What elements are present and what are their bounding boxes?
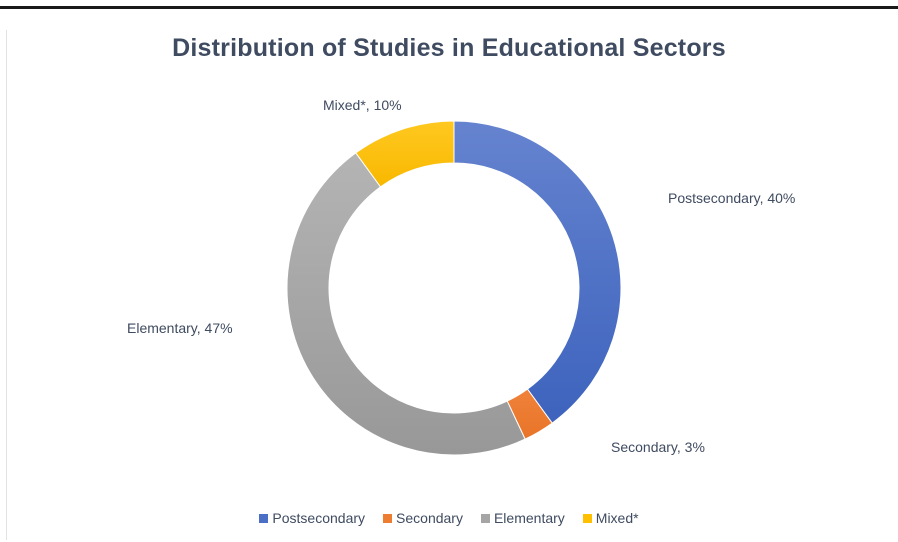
- legend-swatch-elementary: [480, 513, 490, 523]
- legend-swatch-secondary: [383, 513, 393, 523]
- chart-legend: Postsecondary Secondary Elementary Mixed…: [0, 510, 898, 526]
- slice-postsecondary: [453, 120, 622, 424]
- legend-label-mixed: Mixed*: [595, 510, 639, 526]
- legend-item-mixed: Mixed*: [582, 510, 639, 526]
- slice-elementary: [286, 152, 526, 456]
- data-label-postsecondary: Postsecondary, 40%: [668, 190, 796, 206]
- top-rule: [0, 6, 898, 9]
- legend-swatch-postsecondary: [259, 513, 269, 523]
- legend-item-elementary: Elementary: [480, 510, 565, 526]
- data-label-secondary: Secondary, 3%: [611, 439, 705, 455]
- legend-swatch-mixed: [582, 513, 592, 523]
- data-label-elementary: Elementary, 47%: [127, 320, 233, 336]
- slice-mixed: [355, 120, 455, 188]
- legend-item-postsecondary: Postsecondary: [259, 510, 365, 526]
- left-rule: [6, 30, 7, 540]
- data-label-mixed: Mixed*, 10%: [323, 97, 402, 113]
- legend-label-elementary: Elementary: [493, 510, 565, 526]
- chart-title: Distribution of Studies in Educational S…: [172, 34, 726, 62]
- legend-label-secondary: Secondary: [396, 510, 463, 526]
- legend-label-postsecondary: Postsecondary: [272, 510, 366, 526]
- legend-item-secondary: Secondary: [383, 510, 463, 526]
